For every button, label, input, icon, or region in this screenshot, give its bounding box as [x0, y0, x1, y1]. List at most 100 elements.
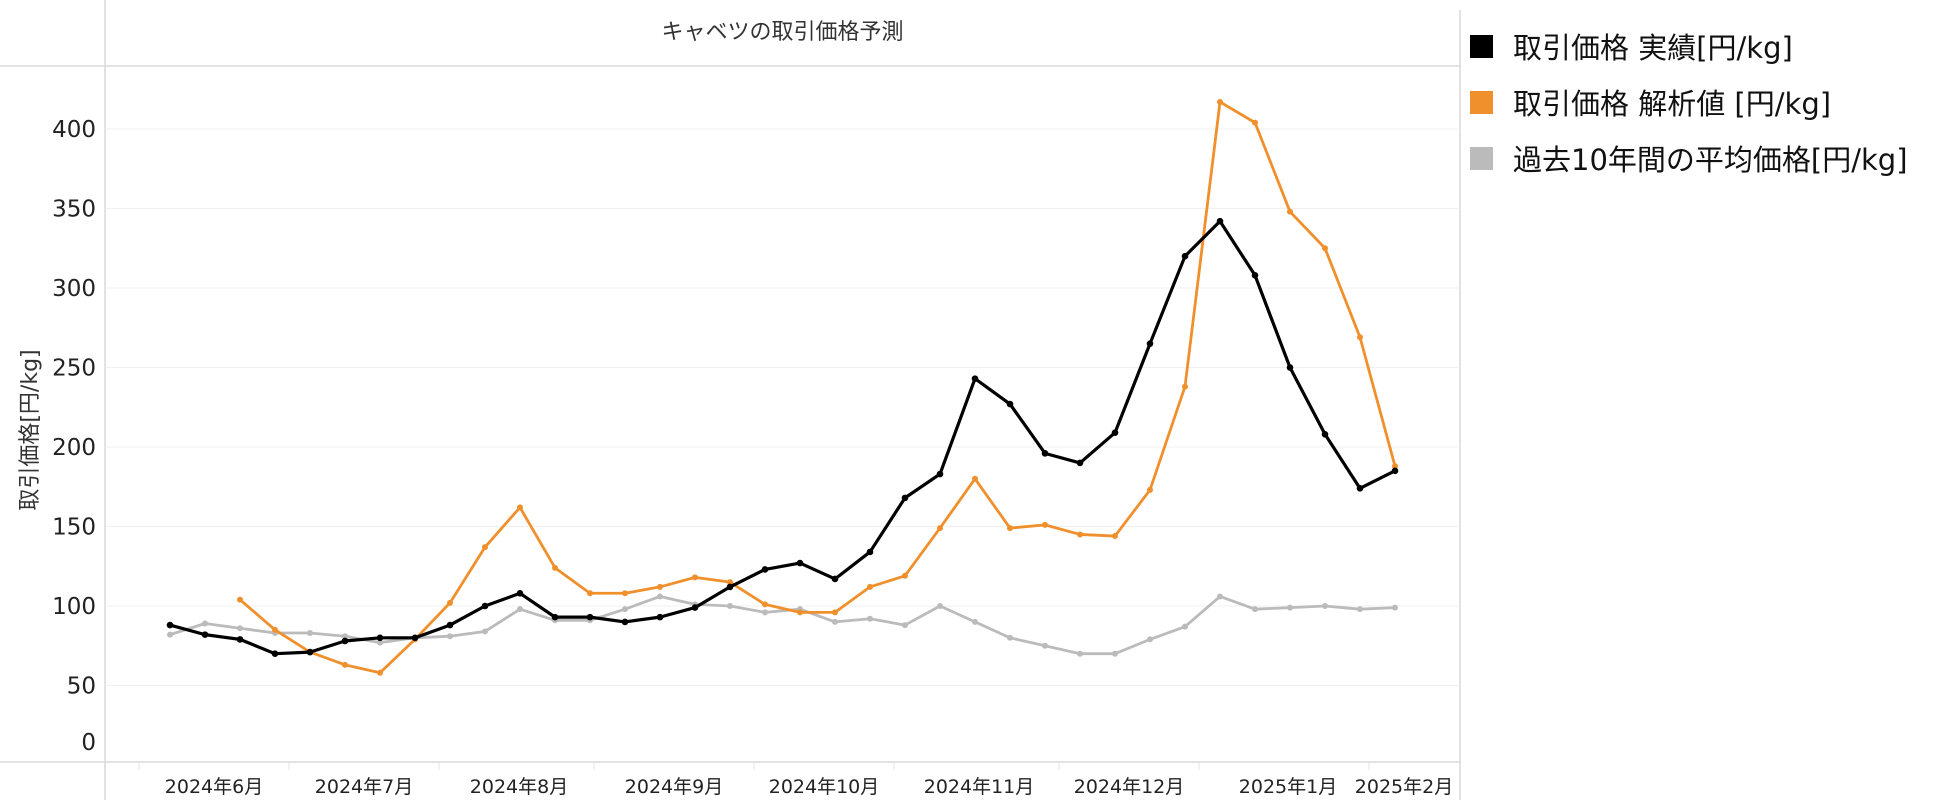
data-point[interactable]: [482, 544, 488, 551]
data-point[interactable]: [1356, 485, 1364, 492]
data-point[interactable]: [517, 504, 523, 511]
data-point[interactable]: [622, 606, 628, 613]
legend-item-actual[interactable]: 取引価格 実績[円/kg]: [1470, 18, 1908, 74]
data-point[interactable]: [447, 599, 453, 606]
data-point[interactable]: [307, 630, 313, 637]
data-point[interactable]: [936, 470, 944, 478]
data-point[interactable]: [656, 613, 664, 621]
data-point[interactable]: [516, 589, 524, 597]
data-point[interactable]: [306, 648, 314, 656]
data-point[interactable]: [482, 628, 488, 635]
data-point[interactable]: [1181, 252, 1189, 260]
data-point[interactable]: [237, 625, 243, 632]
data-point[interactable]: [377, 669, 383, 676]
data-point[interactable]: [761, 566, 769, 573]
data-point[interactable]: [727, 579, 733, 586]
data-point[interactable]: [1112, 533, 1118, 540]
data-point[interactable]: [1322, 603, 1328, 609]
data-point[interactable]: [1392, 463, 1398, 470]
data-point[interactable]: [341, 637, 349, 645]
data-point[interactable]: [796, 559, 804, 567]
data-point[interactable]: [1392, 604, 1398, 611]
data-point[interactable]: [1321, 430, 1329, 438]
data-point[interactable]: [1322, 245, 1328, 252]
data-point[interactable]: [342, 633, 348, 640]
data-point[interactable]: [1357, 334, 1363, 341]
data-point[interactable]: [1251, 271, 1259, 279]
data-point[interactable]: [272, 626, 278, 633]
data-point[interactable]: [1007, 634, 1013, 641]
data-point[interactable]: [552, 564, 558, 571]
data-point[interactable]: [1287, 208, 1293, 215]
data-point[interactable]: [691, 604, 699, 611]
data-point[interactable]: [411, 634, 419, 642]
data-point[interactable]: [831, 575, 839, 583]
data-point[interactable]: [1287, 604, 1293, 611]
data-point[interactable]: [446, 621, 454, 629]
data-point[interactable]: [551, 613, 559, 621]
data-point[interactable]: [902, 622, 908, 629]
data-point[interactable]: [1216, 217, 1224, 225]
data-point[interactable]: [1182, 623, 1188, 630]
data-point[interactable]: [202, 620, 208, 627]
data-point[interactable]: [342, 661, 348, 668]
data-point[interactable]: [727, 603, 733, 609]
data-point[interactable]: [867, 615, 873, 622]
data-point[interactable]: [1252, 606, 1258, 613]
data-point[interactable]: [1112, 650, 1118, 657]
data-point[interactable]: [937, 603, 943, 609]
data-point[interactable]: [1077, 650, 1083, 657]
data-point[interactable]: [832, 609, 838, 616]
legend-item-10yr-average[interactable]: 過去10年間の平均価格[円/kg]: [1470, 130, 1908, 186]
data-point[interactable]: [972, 618, 978, 625]
data-point[interactable]: [622, 590, 628, 597]
data-point[interactable]: [1146, 340, 1154, 347]
data-point[interactable]: [167, 631, 173, 638]
data-point[interactable]: [447, 633, 453, 640]
data-point[interactable]: [1147, 636, 1153, 643]
data-point[interactable]: [901, 494, 909, 502]
data-point[interactable]: [832, 618, 838, 625]
data-point[interactable]: [237, 596, 243, 603]
data-point[interactable]: [1076, 459, 1084, 467]
data-point[interactable]: [762, 601, 768, 608]
data-point[interactable]: [1252, 119, 1258, 126]
legend-item-analysis[interactable]: 取引価格 解析値 [円/kg]: [1470, 74, 1908, 130]
data-point[interactable]: [1147, 486, 1153, 493]
data-point[interactable]: [726, 583, 734, 591]
data-point[interactable]: [902, 572, 908, 579]
data-point[interactable]: [166, 621, 174, 629]
data-point[interactable]: [1042, 521, 1048, 528]
data-point[interactable]: [937, 525, 943, 532]
data-point[interactable]: [376, 634, 384, 642]
data-point[interactable]: [657, 593, 663, 600]
data-point[interactable]: [1182, 383, 1188, 390]
data-point[interactable]: [1217, 593, 1223, 600]
data-point[interactable]: [692, 574, 698, 581]
data-point[interactable]: [1286, 364, 1294, 371]
data-point[interactable]: [1042, 642, 1048, 649]
data-point[interactable]: [972, 475, 978, 482]
data-point[interactable]: [1217, 98, 1223, 105]
data-point[interactable]: [621, 618, 629, 626]
data-point[interactable]: [517, 606, 523, 613]
data-point[interactable]: [271, 650, 279, 657]
data-point[interactable]: [586, 613, 594, 621]
data-point[interactable]: [1077, 531, 1083, 538]
data-point[interactable]: [1391, 467, 1399, 475]
data-point[interactable]: [797, 609, 803, 616]
data-point[interactable]: [1006, 400, 1014, 408]
data-point[interactable]: [236, 636, 244, 643]
data-point[interactable]: [1357, 606, 1363, 613]
data-point[interactable]: [1007, 525, 1013, 532]
data-point[interactable]: [377, 639, 383, 646]
data-point[interactable]: [481, 602, 489, 610]
data-point[interactable]: [1041, 450, 1049, 457]
data-point[interactable]: [762, 609, 768, 616]
data-point[interactable]: [971, 375, 979, 382]
data-point[interactable]: [657, 583, 663, 590]
data-point[interactable]: [587, 590, 593, 597]
data-point[interactable]: [201, 631, 209, 638]
data-point[interactable]: [866, 548, 874, 556]
data-point[interactable]: [1111, 429, 1119, 436]
